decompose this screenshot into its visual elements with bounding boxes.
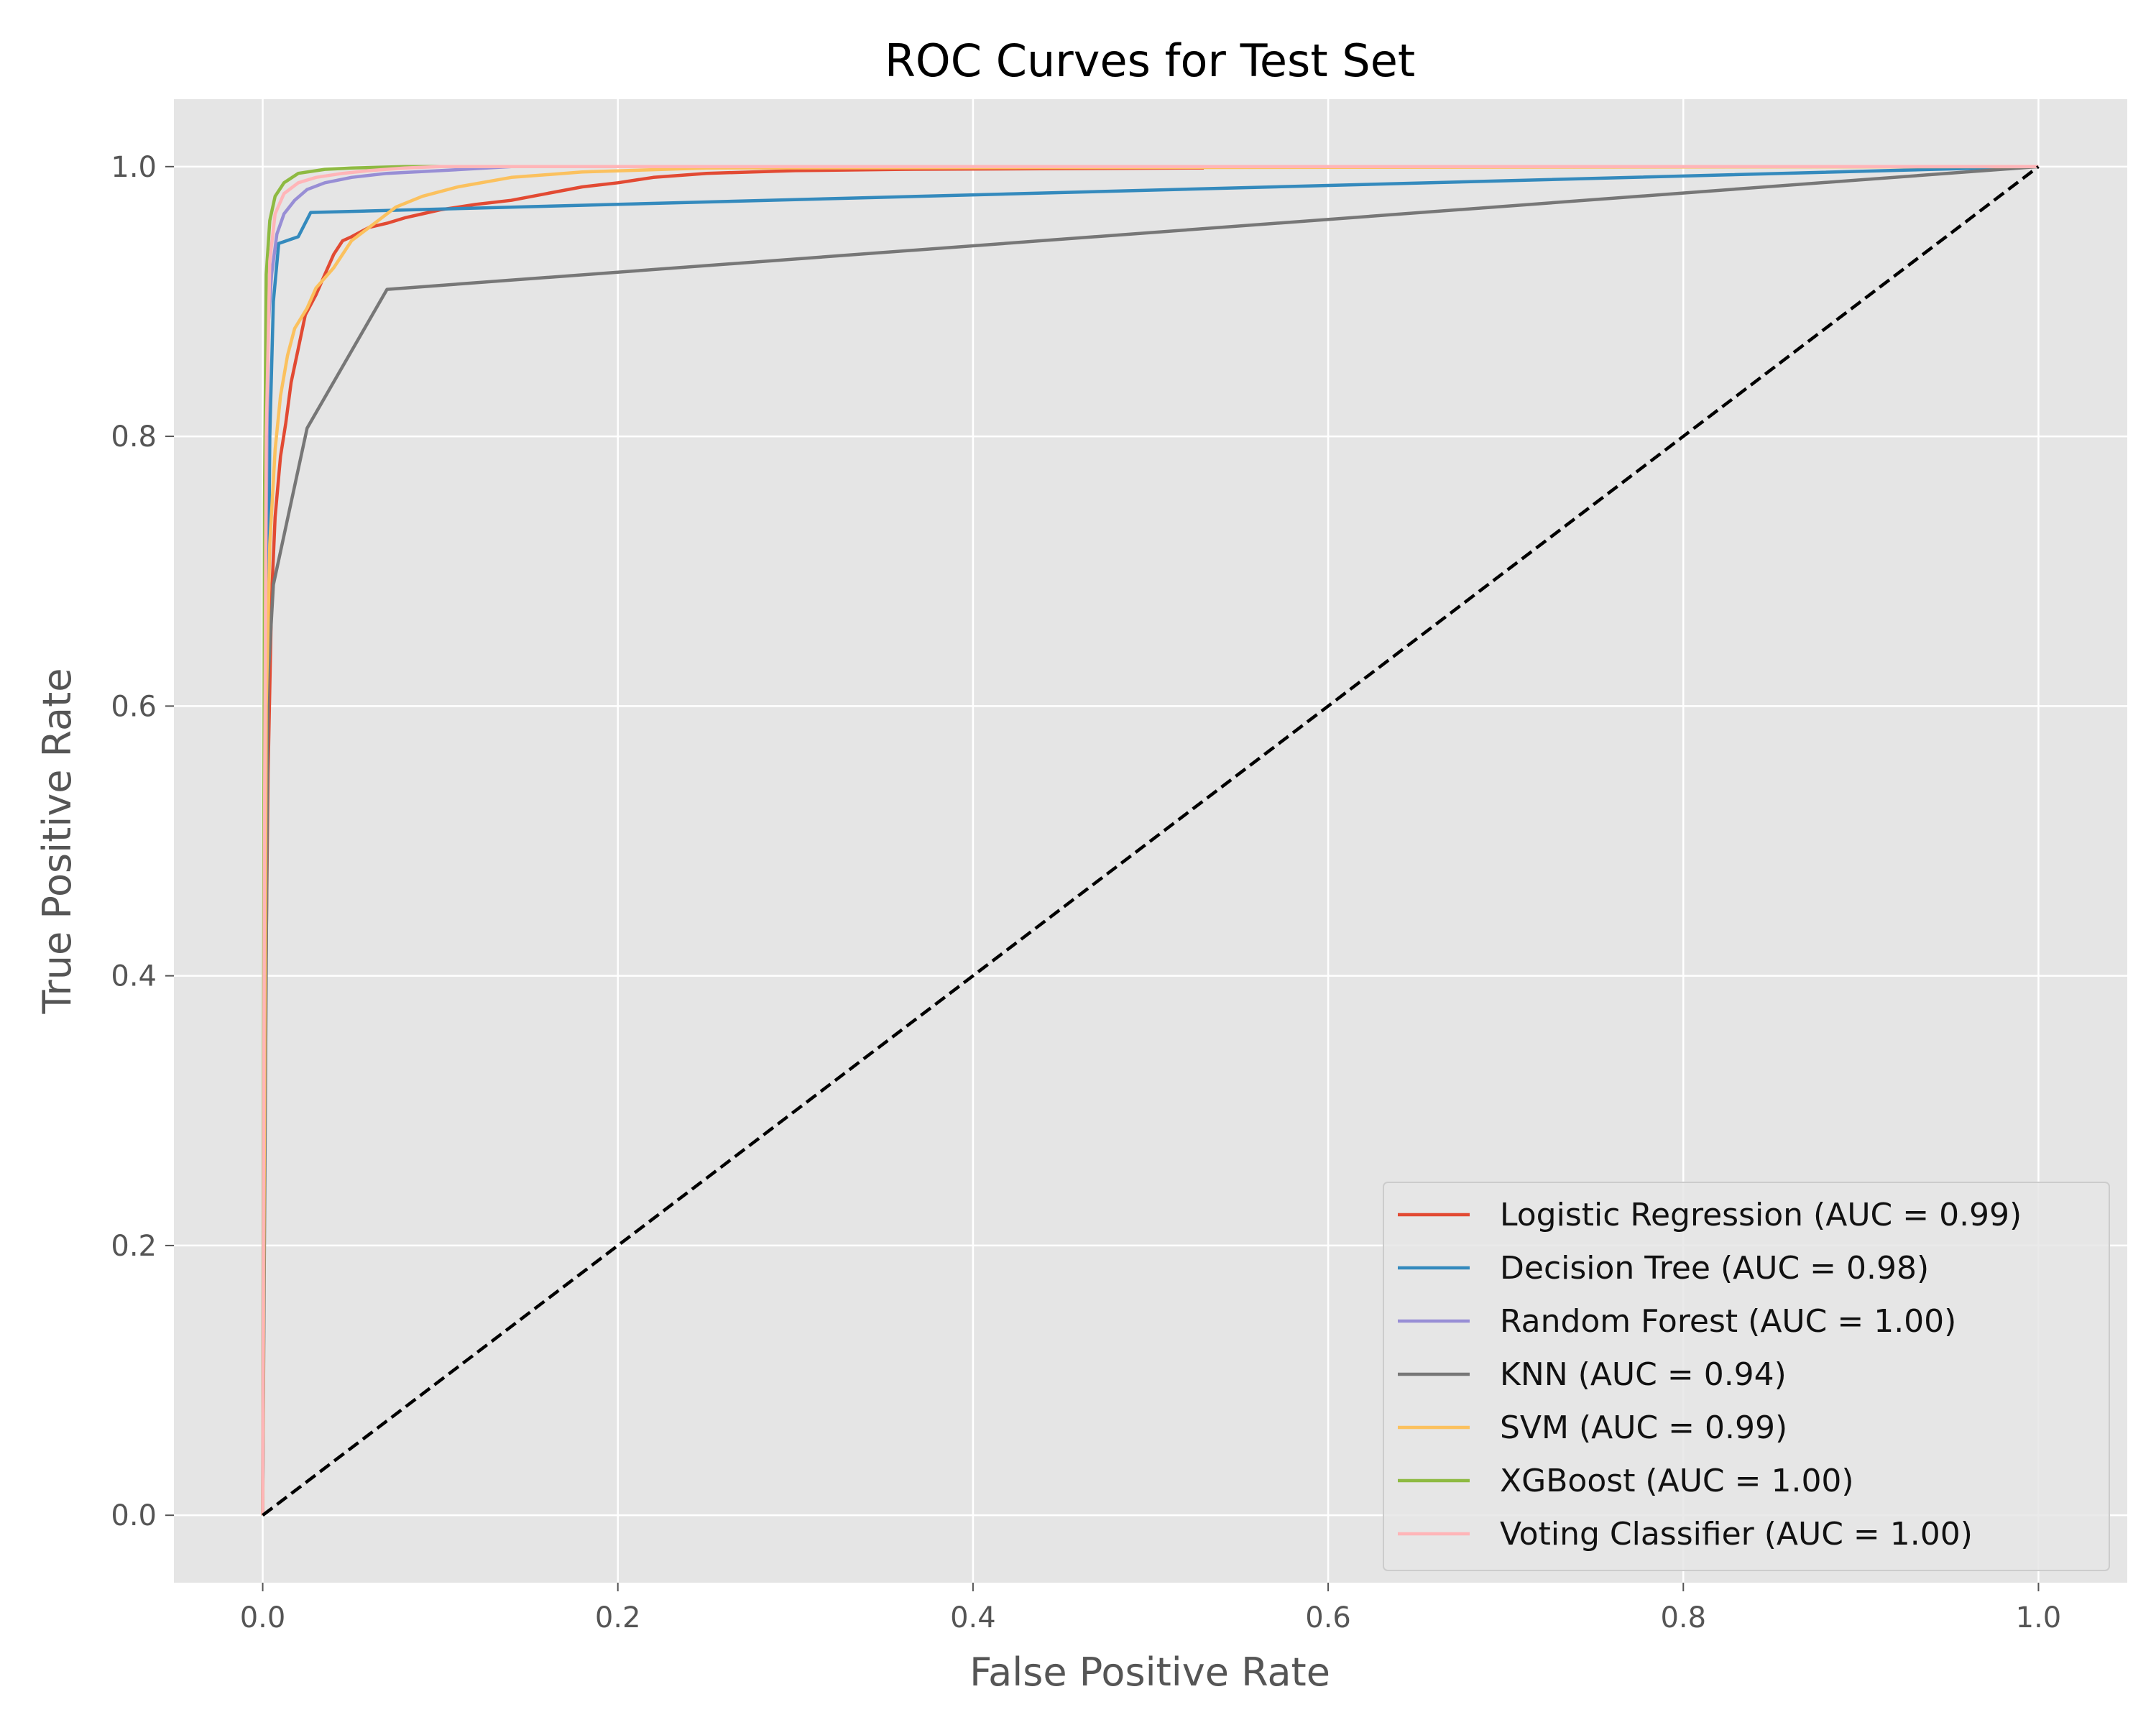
y-tick-label: 0.8 bbox=[111, 420, 157, 454]
chart-title: ROC Curves for Test Set bbox=[885, 34, 1415, 87]
legend-entry-knn: KNN (AUC = 0.94) bbox=[1500, 1356, 1787, 1393]
x-tick-label: 0.6 bbox=[1305, 1601, 1351, 1634]
legend-entry-voting-classifier: Voting Classifier (AUC = 1.00) bbox=[1500, 1516, 1973, 1552]
legend-entry-svm: SVM (AUC = 0.99) bbox=[1500, 1409, 1787, 1446]
series-line-svm bbox=[261, 165, 2039, 1516]
legend-box bbox=[1383, 1182, 2110, 1571]
series-line-voting-classifier bbox=[261, 165, 2039, 1516]
legend-entry-decision-tree: Decision Tree (AUC = 0.98) bbox=[1500, 1250, 1929, 1287]
series-line-xgboost bbox=[261, 165, 2039, 1516]
y-axis-ticks: 0.0 0.2 0.4 0.6 0.8 1.0 bbox=[111, 151, 174, 1532]
y-tick-label: 1.0 bbox=[111, 151, 157, 184]
y-tick-label: 0.2 bbox=[111, 1230, 157, 1263]
legend-entry-xgboost: XGBoost (AUC = 1.00) bbox=[1500, 1463, 1854, 1499]
x-tick-label: 0.0 bbox=[240, 1601, 286, 1634]
legend-entry-random-forest: Random Forest (AUC = 1.00) bbox=[1500, 1303, 1956, 1340]
y-tick-label: 0.0 bbox=[111, 1499, 157, 1532]
legend-entry-logistic-regression: Logistic Regression (AUC = 0.99) bbox=[1500, 1197, 2022, 1233]
x-axis-ticks: 0.0 0.2 0.4 0.6 0.8 1.0 bbox=[240, 1583, 2062, 1634]
y-tick-label: 0.4 bbox=[111, 960, 157, 993]
x-axis-label: False Positive Rate bbox=[969, 1650, 1330, 1695]
y-tick-label: 0.6 bbox=[111, 690, 157, 723]
y-axis-label: True Positive Rate bbox=[34, 668, 80, 1014]
x-tick-label: 0.8 bbox=[1660, 1601, 1706, 1634]
random-classifier-diagonal bbox=[262, 165, 2040, 1517]
series-layer bbox=[261, 165, 2040, 1517]
x-tick-label: 0.4 bbox=[950, 1601, 996, 1634]
x-tick-label: 1.0 bbox=[2016, 1601, 2062, 1634]
legend: Logistic Regression (AUC = 0.99) Decision… bbox=[1383, 1182, 2110, 1571]
x-tick-label: 0.2 bbox=[595, 1601, 641, 1634]
